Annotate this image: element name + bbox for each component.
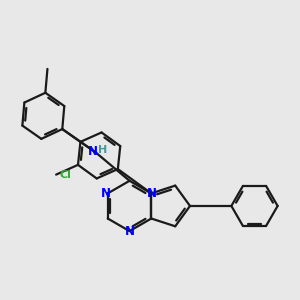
Text: Cl: Cl (60, 169, 71, 180)
Text: N: N (101, 187, 111, 200)
Text: N: N (147, 187, 157, 200)
Text: H: H (98, 145, 107, 155)
Text: N: N (88, 146, 98, 158)
Text: N: N (124, 226, 134, 238)
